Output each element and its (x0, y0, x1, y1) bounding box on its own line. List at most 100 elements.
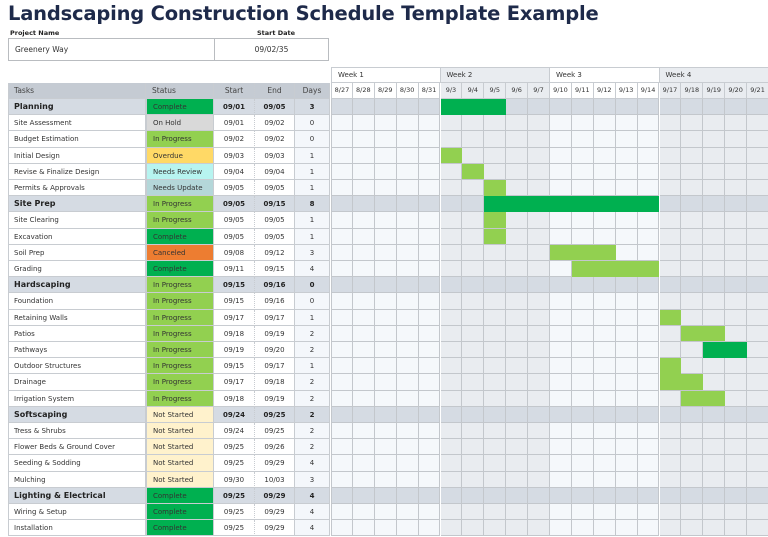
gantt-cell[interactable] (703, 261, 726, 278)
status-cell[interactable]: Not Started (146, 455, 214, 472)
gantt-cell[interactable] (506, 471, 529, 488)
gantt-cell[interactable] (725, 99, 748, 116)
gantt-cell[interactable] (396, 277, 419, 294)
start-cell[interactable]: 09/05 (214, 212, 255, 229)
gantt-cell[interactable] (528, 309, 550, 326)
end-cell[interactable]: 09/29 (255, 455, 295, 472)
days-cell[interactable]: 2 (295, 406, 330, 423)
gantt-cell[interactable] (352, 244, 375, 261)
gantt-cell[interactable] (352, 131, 375, 148)
task-cell[interactable]: Flower Beds & Ground Cover (8, 439, 146, 456)
gantt-cell[interactable] (571, 277, 594, 294)
gantt-cell[interactable] (637, 439, 660, 456)
gantt-cell[interactable] (615, 293, 638, 310)
gantt-cell[interactable] (637, 244, 660, 261)
status-cell[interactable]: In Progress (146, 325, 214, 342)
gantt-cell[interactable] (484, 455, 507, 472)
end-cell[interactable]: 09/18 (255, 374, 295, 391)
gantt-cell[interactable] (396, 342, 419, 359)
gantt-cell[interactable] (352, 325, 375, 342)
gantt-cell[interactable] (637, 520, 660, 537)
gantt-cell[interactable] (484, 504, 507, 521)
gantt-cell[interactable] (659, 212, 682, 229)
gantt-bar[interactable] (659, 309, 682, 326)
gantt-cell[interactable] (659, 342, 682, 359)
gantt-cell[interactable] (550, 390, 572, 407)
gantt-cell[interactable] (659, 293, 682, 310)
gantt-cell[interactable] (418, 455, 441, 472)
days-cell[interactable]: 4 (295, 504, 330, 521)
gantt-cell[interactable] (396, 163, 419, 180)
task-cell[interactable]: Initial Design (8, 147, 146, 164)
gantt-cell[interactable] (747, 520, 768, 537)
table-row[interactable]: Mulching Not Started 09/30 10/03 3 (8, 471, 330, 488)
gantt-cell[interactable] (374, 455, 397, 472)
gantt-cell[interactable] (681, 342, 704, 359)
gantt-cell[interactable] (331, 212, 353, 229)
gantt-cell[interactable] (681, 244, 704, 261)
table-row[interactable]: Seeding & Sodding Not Started 09/25 09/29 4 (8, 455, 330, 472)
gantt-cell[interactable] (352, 520, 375, 537)
gantt-cell[interactable] (396, 309, 419, 326)
gantt-cell[interactable] (440, 131, 463, 148)
gantt-cell[interactable] (593, 487, 616, 504)
gantt-cell[interactable] (506, 406, 529, 423)
gantt-cell[interactable] (659, 487, 682, 504)
gantt-cell[interactable] (374, 309, 397, 326)
gantt-cell[interactable] (352, 390, 375, 407)
gantt-cell[interactable] (571, 147, 594, 164)
gantt-cell[interactable] (615, 520, 638, 537)
gantt-cell[interactable] (703, 180, 726, 197)
gantt-cell[interactable] (659, 180, 682, 197)
task-cell[interactable]: Site Clearing (8, 212, 146, 229)
gantt-cell[interactable] (681, 520, 704, 537)
gantt-cell[interactable] (747, 131, 768, 148)
gantt-cell[interactable] (528, 228, 550, 245)
gantt-cell[interactable] (484, 131, 507, 148)
days-cell[interactable]: 4 (295, 261, 330, 278)
gantt-cell[interactable] (331, 439, 353, 456)
gantt-cell[interactable] (571, 423, 594, 440)
gantt-cell[interactable] (747, 147, 768, 164)
gantt-cell[interactable] (550, 261, 572, 278)
gantt-cell[interactable] (396, 228, 419, 245)
gantt-cell[interactable] (331, 180, 353, 197)
gantt-cell[interactable] (374, 423, 397, 440)
start-cell[interactable]: 09/05 (214, 228, 255, 245)
table-row[interactable]: Flower Beds & Ground Cover Not Started 09/… (8, 439, 330, 456)
gantt-cell[interactable] (615, 487, 638, 504)
gantt-cell[interactable] (396, 423, 419, 440)
end-cell[interactable]: 09/19 (255, 390, 295, 407)
gantt-cell[interactable] (593, 406, 616, 423)
gantt-cell[interactable] (747, 277, 768, 294)
gantt-cell[interactable] (484, 358, 507, 375)
gantt-cell[interactable] (374, 293, 397, 310)
status-cell[interactable]: Complete (146, 99, 214, 116)
gantt-cell[interactable] (440, 455, 463, 472)
gantt-cell[interactable] (681, 163, 704, 180)
task-cell[interactable]: Wiring & Setup (8, 504, 146, 521)
gantt-cell[interactable] (506, 423, 529, 440)
status-cell[interactable]: In Progress (146, 358, 214, 375)
gantt-cell[interactable] (571, 390, 594, 407)
gantt-cell[interactable] (352, 455, 375, 472)
task-cell[interactable]: Pathways (8, 342, 146, 359)
gantt-cell[interactable] (462, 277, 485, 294)
gantt-cell[interactable] (462, 455, 485, 472)
gantt-cell[interactable] (331, 131, 353, 148)
end-cell[interactable]: 10/03 (255, 471, 295, 488)
gantt-cell[interactable] (550, 455, 572, 472)
gantt-cell[interactable] (462, 471, 485, 488)
gantt-cell[interactable] (615, 439, 638, 456)
gantt-cell[interactable] (462, 115, 485, 132)
table-row[interactable]: Site Assessment On Hold 09/01 09/02 0 (8, 115, 330, 132)
gantt-cell[interactable] (506, 390, 529, 407)
status-cell[interactable]: Not Started (146, 423, 214, 440)
status-cell[interactable]: Complete (146, 261, 214, 278)
task-cell[interactable]: Revise & Finalize Design (8, 163, 146, 180)
gantt-cell[interactable] (571, 439, 594, 456)
status-cell[interactable]: Needs Review (146, 163, 214, 180)
gantt-cell[interactable] (747, 212, 768, 229)
gantt-cell[interactable] (352, 196, 375, 213)
gantt-cell[interactable] (396, 180, 419, 197)
